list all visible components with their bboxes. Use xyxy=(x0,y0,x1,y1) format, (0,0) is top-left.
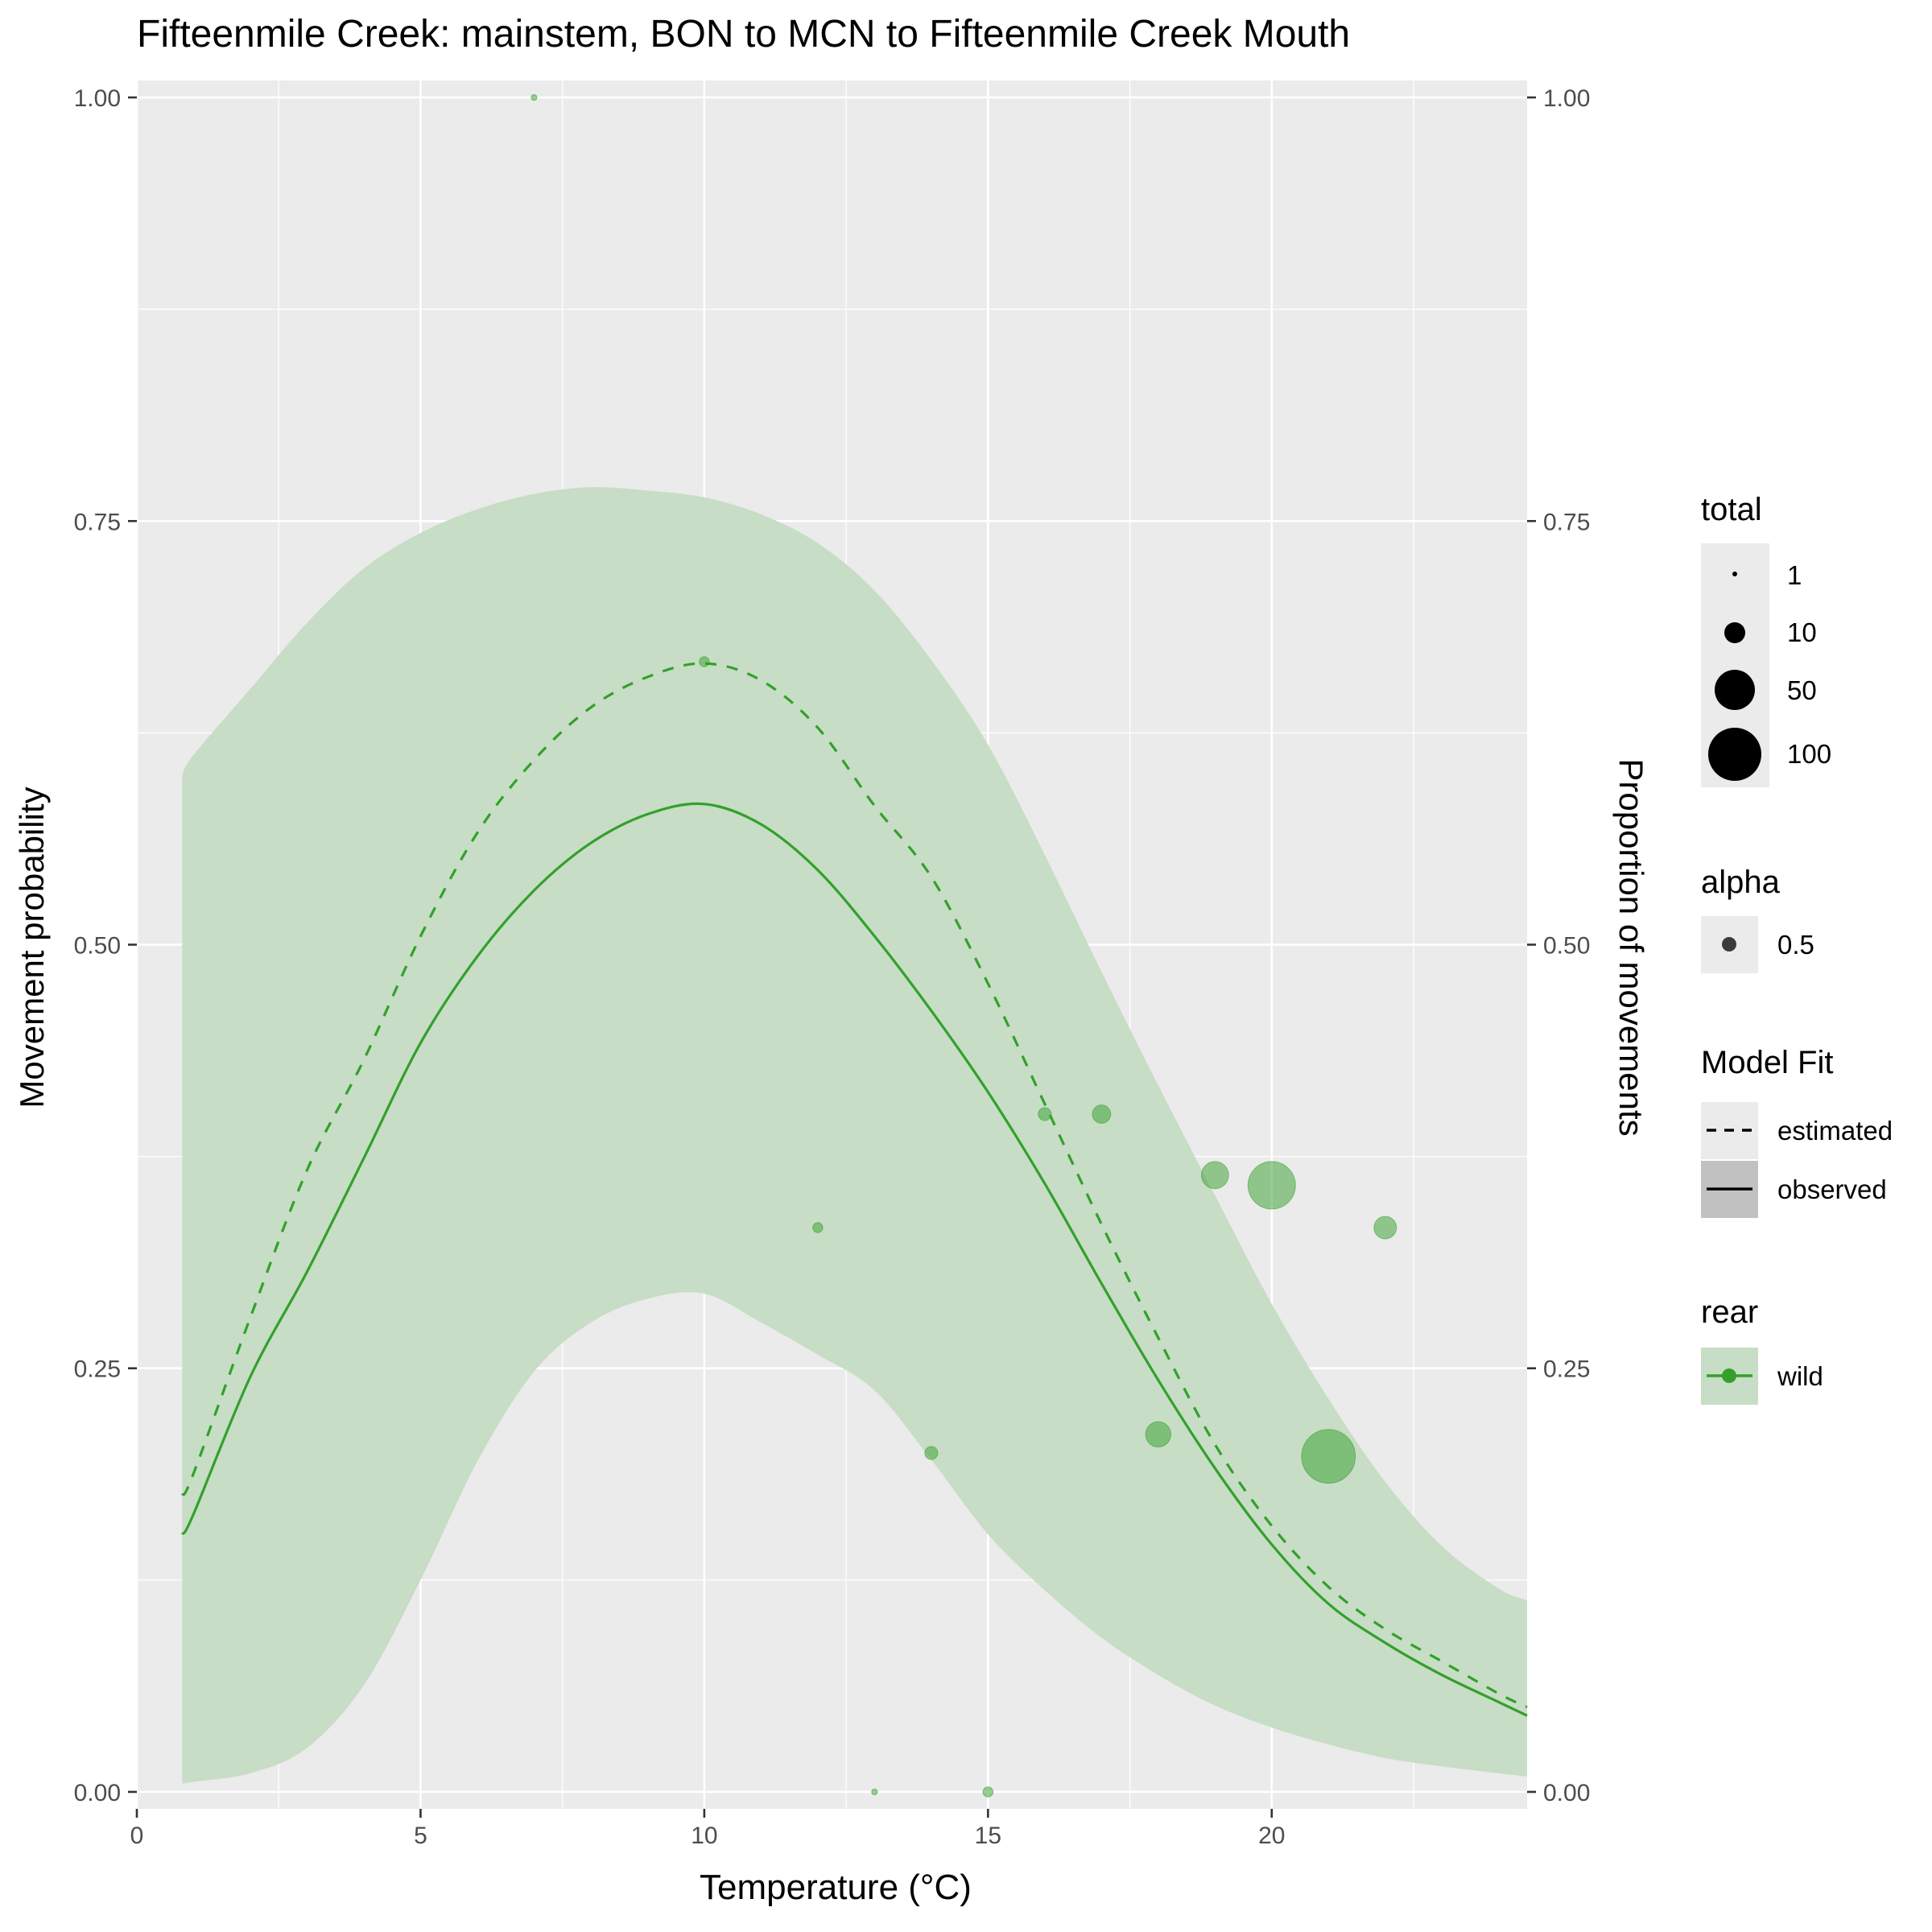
data-point xyxy=(812,1222,824,1233)
legend: total 1 10 50 100 alpha 0.5 Model Fit es… xyxy=(1701,492,1893,1405)
legend-total-label-1: 1 xyxy=(1787,560,1802,590)
data-point xyxy=(699,656,710,667)
legend-wild-label: wild xyxy=(1777,1361,1823,1391)
confidence-band-area xyxy=(182,487,1527,1784)
data-point xyxy=(1145,1421,1172,1448)
x-tick-label: 10 xyxy=(691,1823,717,1849)
legend-wild-key-point xyxy=(1722,1368,1736,1383)
legend-alpha-label: 0.5 xyxy=(1777,930,1814,960)
data-point xyxy=(530,93,538,101)
legend-total-title: total xyxy=(1701,492,1762,527)
legend-total-label-50: 50 xyxy=(1787,675,1817,705)
x-tick-label: 15 xyxy=(975,1823,1001,1849)
y-tick-label-right: 1.00 xyxy=(1543,85,1590,112)
y-axis-label: Movement probability xyxy=(13,786,51,1108)
x-tick-label: 5 xyxy=(414,1823,427,1849)
legend-total-key-1 xyxy=(1732,572,1737,576)
data-point xyxy=(1200,1161,1229,1190)
y-tick-label-right: 0.00 xyxy=(1543,1780,1590,1806)
data-point xyxy=(1247,1161,1296,1210)
y-tick-label-right: 0.25 xyxy=(1543,1356,1590,1383)
axes: 0 5 10 15 20 0.00 0.00 0.25 0.25 0.50 0.50 0.75 0.75… xyxy=(74,85,1591,1849)
y-tick-label-right: 0.75 xyxy=(1543,509,1590,535)
y-tick-label-left: 0.75 xyxy=(74,509,121,535)
y-tick-label-left: 0.25 xyxy=(74,1356,121,1383)
x-axis-label: Temperature (°C) xyxy=(700,1868,972,1907)
y-tick-label-right: 0.50 xyxy=(1543,933,1590,960)
y-tick-label-left: 1.00 xyxy=(74,85,121,112)
data-point xyxy=(982,1786,994,1798)
data-point xyxy=(1038,1107,1052,1121)
legend-total-label-100: 100 xyxy=(1787,739,1831,769)
data-point xyxy=(1373,1216,1397,1240)
data-point xyxy=(1301,1429,1356,1484)
y-tick-label-left: 0.50 xyxy=(74,933,121,960)
legend-total-key-100 xyxy=(1708,728,1761,781)
data-points xyxy=(530,93,1397,1798)
series-lines xyxy=(180,662,1528,1717)
legend-total-key-50 xyxy=(1715,670,1755,710)
legend-alpha-key xyxy=(1722,937,1736,952)
legend-estimated-label: estimated xyxy=(1777,1116,1893,1146)
x-tick-label: 0 xyxy=(130,1823,144,1849)
chart-title: Fifteenmile Creek: mainstem, BON to MCN … xyxy=(137,13,1350,56)
legend-total-key-10 xyxy=(1724,622,1745,643)
series-line-estimated xyxy=(180,662,1528,1709)
legend-model-fit-title: Model Fit xyxy=(1701,1045,1834,1080)
legend-alpha-title: alpha xyxy=(1701,865,1781,900)
series-line-observed xyxy=(180,802,1528,1717)
legend-rear-title: rear xyxy=(1701,1294,1758,1330)
data-point xyxy=(1092,1104,1112,1124)
y-tick-label-left: 0.00 xyxy=(74,1780,121,1806)
legend-total-label-10: 10 xyxy=(1787,617,1817,647)
data-point xyxy=(924,1446,939,1460)
confidence-band xyxy=(182,487,1527,1784)
x-tick-label: 20 xyxy=(1258,1823,1285,1849)
data-point xyxy=(871,1788,878,1796)
y-axis-label-right: Proportion of movements xyxy=(1612,758,1650,1136)
legend-observed-label: observed xyxy=(1777,1174,1887,1204)
